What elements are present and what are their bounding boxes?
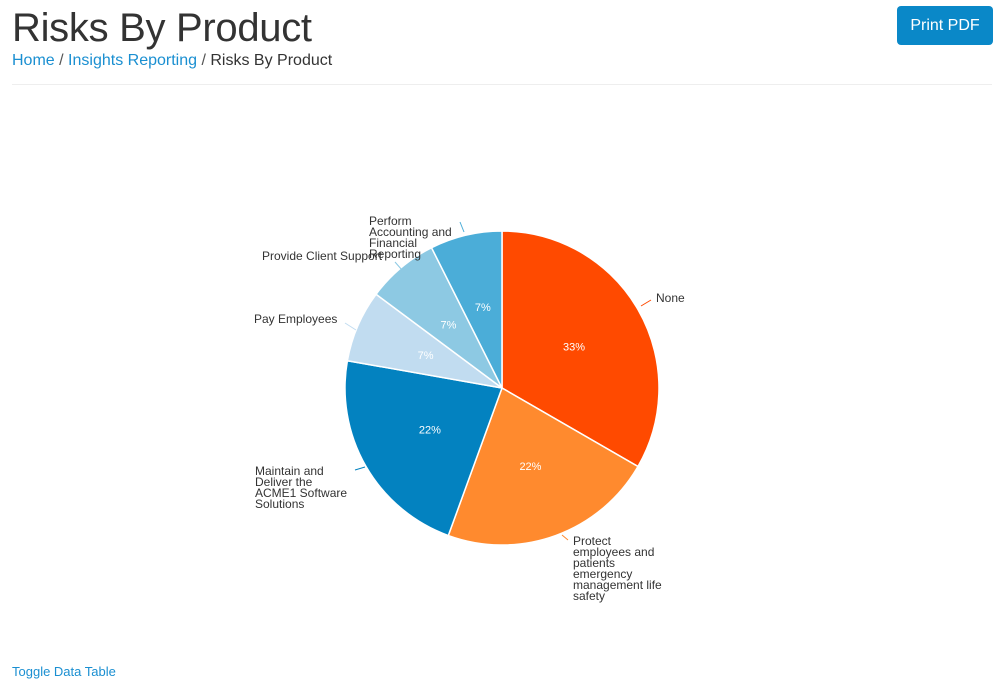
label-connector [640,299,652,307]
slice-label: None [656,291,685,305]
label-connector [354,466,366,471]
breadcrumb-home[interactable]: Home [12,52,55,69]
slice-label: Provide Client Support [262,249,383,263]
slice-label-line: Provide Client Support [262,249,383,263]
print-pdf-button[interactable]: Print PDF [897,6,993,45]
page-title: Risks By Product [12,6,312,50]
slice-label-line: ACME1 Software [255,486,347,500]
slice-label-line: Reporting [369,247,421,261]
slice-label: Perform Accounting and Financial Reporting [369,214,452,261]
header-divider [12,84,992,85]
breadcrumb-insights-reporting[interactable]: Insights Reporting [68,52,198,69]
slice-label-line: emergency [573,567,632,581]
slice-percent-label: 7% [441,319,457,331]
pie-slice [447,386,639,546]
slice-percent-label: 7% [418,350,434,362]
pie-slice [344,359,504,537]
slice-label-line: Solutions [255,497,304,511]
slice-percent-label: 33% [563,341,585,353]
breadcrumb-current: Risks By Product [210,52,333,69]
label-connector [394,261,403,271]
slice-label-line: None [656,291,685,305]
slice-label-line: Pay Employees [254,312,337,326]
slice-label-line: patients [573,556,615,570]
slice-label-line: management life [573,578,662,592]
slice-label: Maintain and Deliver the ACME1 Software Sol… [255,464,347,511]
slice-label: Protect employees and patients emergency man… [573,534,662,603]
pie-slice [430,230,503,389]
slice-label-line: Perform [369,214,412,228]
label-connector [344,322,357,331]
slice-percent-label: 7% [475,302,491,314]
slice-label-line: employees and [573,545,654,559]
breadcrumb: Home / Insights Reporting / Risks By Pro… [12,52,332,70]
slice-label-line: Deliver the [255,475,313,489]
breadcrumb-separator: / [59,52,64,69]
toggle-data-table-link[interactable]: Toggle Data Table [12,664,116,679]
slice-percent-label: 22% [519,461,541,473]
slice-label-line: Accounting and [369,225,452,239]
pie-slice [501,230,660,468]
slice-label-line: Protect [573,534,612,548]
slice-label-line: safety [573,589,605,603]
label-connector [459,221,465,233]
slice-label-line: Maintain and [255,464,324,478]
slice-percent-label: 22% [419,425,441,437]
label-connector [561,534,569,541]
slice-label: Pay Employees [254,312,337,326]
slice-label-line: Financial [369,236,417,250]
breadcrumb-separator: / [201,52,206,69]
